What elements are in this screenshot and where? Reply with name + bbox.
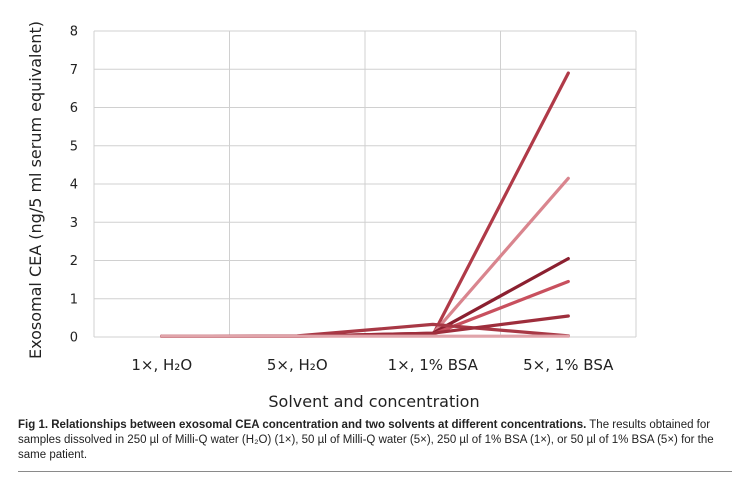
- y-axis-title: Exosomal CEA (ng/5 ml serum equivalent): [26, 21, 45, 359]
- y-tick-label: 1: [70, 292, 78, 307]
- y-tick-label: 4: [70, 178, 78, 193]
- y-tick-labels: 0 1 2 3 4 5 6 7 8: [70, 25, 78, 346]
- y-tick-label: 8: [70, 25, 78, 40]
- x-category-label: 5×, 1% BSA: [523, 356, 614, 374]
- y-tick-label: 6: [70, 101, 78, 116]
- x-axis-title: Solvent and concentration: [268, 392, 479, 411]
- y-tick-label: 5: [70, 139, 78, 154]
- gridlines: [93, 30, 637, 338]
- x-category-labels: 1×, H₂O 5×, H₂O 1×, 1% BSA 5×, 1% BSA: [131, 356, 614, 374]
- series-lines: [160, 71, 570, 338]
- x-category-label: 1×, H₂O: [131, 356, 192, 374]
- y-tick-label: 0: [70, 331, 78, 346]
- caption-text: The results obtained for samples dissolv…: [18, 419, 714, 461]
- caption-title: Fig 1. Relationships between exosomal CE…: [18, 419, 587, 431]
- caption-divider: [18, 471, 732, 472]
- y-tick-label: 7: [70, 63, 78, 78]
- x-category-label: 1×, 1% BSA: [388, 356, 479, 374]
- line-chart: 0 1 2 3 4 5 6 7 8 1×, H₂O 5×, H₂O 1×, 1% BSA 5×, 1%…: [26, 21, 637, 411]
- x-category-label: 5×, H₂O: [267, 356, 328, 374]
- figure-caption: Fig 1. Relationships between exosomal CE…: [18, 418, 738, 463]
- y-tick-label: 2: [70, 254, 78, 269]
- y-tick-label: 3: [70, 216, 78, 231]
